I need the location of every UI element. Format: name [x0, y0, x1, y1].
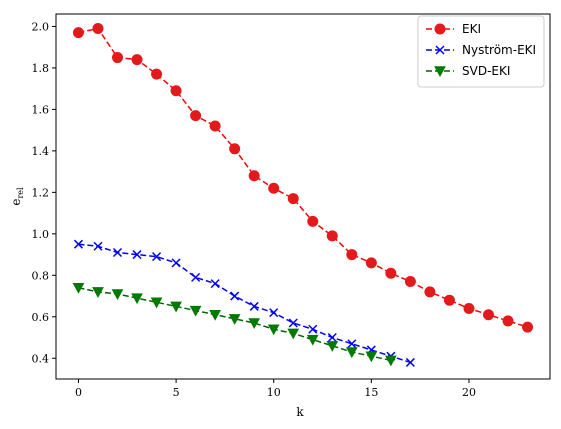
data-point-nystr-m-eki: [152, 252, 162, 262]
x-tick-label: 10: [267, 386, 281, 399]
y-tick-label: 0.4: [32, 352, 50, 365]
data-point-svd-eki: [326, 341, 339, 352]
data-point-nystr-m-eki: [210, 279, 220, 289]
data-point-nystr-m-eki: [112, 247, 123, 258]
data-point-svd-eki: [209, 309, 221, 321]
data-point-eki: [92, 23, 104, 35]
data-point-nystr-m-eki: [347, 339, 357, 349]
legend-entry-eki: EKI: [426, 22, 481, 36]
data-point-svd-eki: [131, 293, 143, 305]
data-point-eki: [151, 68, 163, 80]
data-point-eki: [229, 143, 241, 155]
legend: EKI Nyström-EKI SVD-EKI: [417, 15, 545, 88]
x-tick-label: 15: [364, 386, 378, 399]
data-point-nystr-m-eki: [230, 291, 240, 301]
data-point-eki: [112, 52, 124, 64]
data-point-svd-eki: [72, 283, 85, 294]
data-point-nystr-m-eki: [93, 241, 103, 251]
legend-label: Nyström-EKI: [462, 43, 536, 57]
x-tick-label: 0: [75, 386, 82, 399]
y-tick-label: 0.6: [32, 311, 50, 324]
data-point-eki: [248, 170, 260, 182]
data-point-nystr-m-eki: [288, 318, 298, 328]
data-point-eki: [307, 215, 319, 227]
data-point-nystr-m-eki: [73, 239, 83, 249]
data-point-eki: [287, 193, 299, 205]
y-axis-label: erel: [9, 187, 25, 206]
data-point-eki: [268, 182, 280, 194]
data-point-eki: [443, 294, 455, 306]
legend-entry-nystr-m-eki: Nyström-EKI: [426, 43, 536, 57]
y-tick-label: 1.2: [32, 186, 50, 199]
y-tick-label: 1.8: [32, 62, 50, 75]
y-tick-label: 1.6: [32, 103, 50, 116]
x-tick-label: 20: [462, 386, 476, 399]
data-point-eki: [131, 54, 143, 66]
series-line-nystr-m-eki: [78, 243, 411, 364]
axes-frame: [55, 13, 551, 380]
data-point-nystr-m-eki: [171, 258, 181, 268]
data-point-eki: [522, 321, 534, 333]
axes-layer: 0 5 10 15 20 0.4 0.6 0.8 1.0 1.2 1.4 1.6 1.8 2.0 k erel: [9, 13, 551, 419]
data-point-nystr-m-eki: [249, 301, 259, 311]
data-point-eki: [482, 309, 494, 321]
data-point-eki: [502, 315, 514, 327]
data-point-eki: [346, 249, 358, 261]
y-tick-label: 0.8: [32, 269, 50, 282]
data-point-svd-eki: [111, 289, 124, 301]
legend-box: [417, 15, 545, 88]
legend-label: EKI: [462, 22, 481, 36]
data-point-nystr-m-eki: [269, 308, 279, 318]
data-point-nystr-m-eki: [132, 250, 142, 260]
data-point-svd-eki: [385, 355, 397, 367]
y-tick-label: 1.0: [32, 228, 50, 241]
x-axis-label: k: [296, 405, 304, 419]
data-point-eki: [424, 286, 436, 298]
data-point-svd-eki: [306, 334, 319, 346]
y-tick-label: 2.0: [32, 20, 50, 33]
data-point-eki: [326, 230, 338, 242]
data-point-nystr-m-eki: [327, 332, 337, 343]
legend-entry-svd-eki: SVD-EKI: [426, 64, 510, 78]
y-tick-label: 1.4: [32, 145, 50, 158]
data-point-eki: [385, 267, 397, 279]
data-point-eki: [365, 257, 377, 269]
data-point-eki: [463, 302, 475, 314]
data-point-svd-eki: [287, 328, 300, 340]
series-layer: [72, 23, 534, 367]
data-point-nystr-m-eki: [308, 324, 318, 334]
data-point-eki: [72, 27, 84, 39]
data-point-svd-eki: [267, 324, 280, 336]
series-eki: [72, 23, 534, 333]
data-point-svd-eki: [170, 301, 182, 313]
data-point-eki: [404, 276, 416, 288]
data-point-eki: [170, 85, 182, 97]
legend-marker: [435, 45, 445, 55]
x-tick-label: 5: [173, 386, 180, 399]
legend-marker: [434, 66, 446, 78]
data-point-svd-eki: [365, 351, 378, 363]
data-point-nystr-m-eki: [191, 272, 201, 282]
data-point-svd-eki: [345, 347, 358, 359]
data-point-svd-eki: [92, 287, 104, 298]
series-svd-eki: [72, 283, 397, 367]
data-point-nystr-m-eki: [405, 357, 415, 367]
data-point-svd-eki: [228, 314, 241, 325]
data-point-svd-eki: [150, 297, 163, 309]
legend-marker: [434, 23, 446, 35]
data-point-eki: [190, 110, 202, 122]
data-point-svd-eki: [248, 318, 261, 330]
data-point-svd-eki: [189, 305, 202, 317]
legend-label: SVD-EKI: [462, 64, 510, 78]
data-point-eki: [209, 120, 221, 132]
